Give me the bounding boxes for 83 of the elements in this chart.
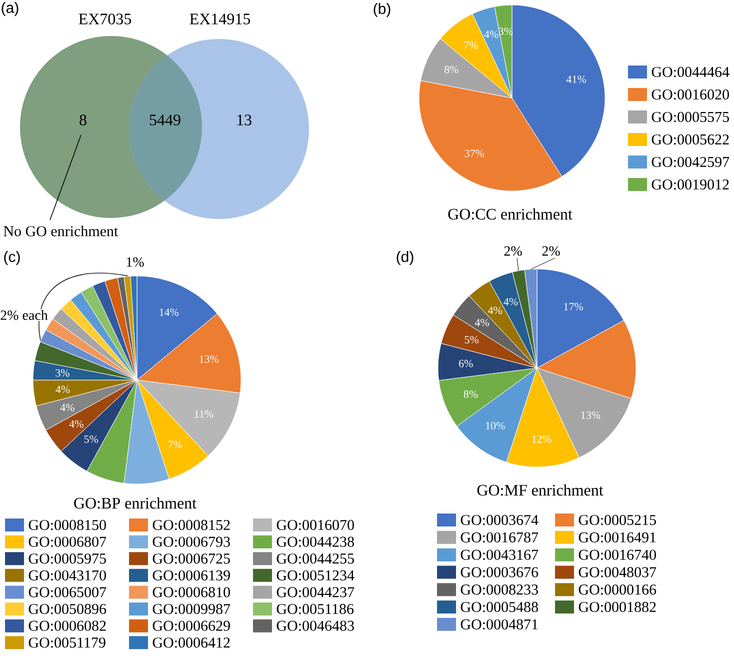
text: 1% bbox=[126, 257, 144, 267]
legend-label: GO:0042597 bbox=[652, 156, 730, 168]
legend-label: GO:0051234 bbox=[276, 570, 354, 581]
data-label: 11% bbox=[194, 410, 214, 418]
data-label: 5% bbox=[84, 435, 98, 443]
legend-label: GO:0051179 bbox=[28, 638, 106, 648]
data-label: 4% bbox=[488, 306, 502, 314]
legend-label: GO:0006082 bbox=[28, 620, 106, 631]
text: GO:MF enrichment bbox=[477, 484, 604, 496]
text: EX14915 bbox=[190, 14, 250, 24]
data-label: 13 bbox=[237, 114, 252, 126]
legend-label: GO:0043170 bbox=[28, 570, 106, 581]
legend-label: GO:0005975 bbox=[28, 554, 106, 564]
data-label: 4% bbox=[474, 318, 490, 326]
legend-label: GO:0044237 bbox=[276, 587, 354, 598]
legend-label: GO:0008152 bbox=[152, 520, 230, 530]
legend-label: GO:0000166 bbox=[578, 584, 656, 595]
data-label: 4% bbox=[484, 30, 498, 38]
text: (d) bbox=[396, 251, 414, 266]
legend-label: GO:0006725 bbox=[152, 554, 230, 564]
data-label: 10% bbox=[486, 422, 505, 430]
text: GO:BP enrichment bbox=[74, 497, 196, 509]
legend-label: GO:0050896 bbox=[28, 604, 106, 614]
text: 2% each bbox=[0, 310, 48, 320]
legend-label: GO:0006412 bbox=[152, 638, 230, 648]
data-label: 2% bbox=[504, 246, 522, 256]
data-label: 14% bbox=[160, 308, 179, 316]
legend-label: GO:0008233 bbox=[460, 584, 538, 595]
data-label: 5449 bbox=[150, 114, 180, 126]
legend-label: GO:0019012 bbox=[652, 179, 729, 190]
legend-label: GO:0048037 bbox=[578, 567, 656, 578]
legend-label: GO:0006629 bbox=[152, 620, 230, 631]
legend-label: GO:0044255 bbox=[276, 554, 354, 564]
data-label: 37% bbox=[464, 150, 484, 158]
text: (c) bbox=[4, 251, 20, 266]
data-label: 41% bbox=[566, 76, 586, 84]
legend-label: GO:0003674 bbox=[460, 514, 538, 526]
data-label: 4% bbox=[69, 420, 84, 428]
legend-label: GO:0044464 bbox=[652, 66, 730, 78]
data-label: 2% bbox=[542, 246, 560, 256]
data-label: 6% bbox=[459, 360, 473, 368]
legend-label: GO:0001882 bbox=[578, 602, 656, 612]
data-label: 3% bbox=[56, 369, 70, 377]
legend-label: GO:0005488 bbox=[460, 602, 538, 612]
data-label: 5% bbox=[464, 336, 479, 344]
text: (b) bbox=[374, 3, 390, 17]
text: EX7035 bbox=[78, 14, 132, 24]
legend-label: GO:0051186 bbox=[276, 604, 354, 614]
data-label: 7% bbox=[464, 41, 478, 49]
legend-label: GO:0008150 bbox=[28, 520, 106, 530]
data-label: 8 bbox=[80, 114, 86, 126]
data-label: 4% bbox=[504, 298, 518, 306]
text: (a) bbox=[2, 2, 18, 16]
legend-label: GO:0003676 bbox=[460, 567, 538, 578]
text: No GO enrichment bbox=[4, 226, 118, 236]
legend-label: GO:0065007 bbox=[28, 587, 106, 598]
legend-label: GO:0009987 bbox=[152, 604, 230, 614]
data-label: 4% bbox=[60, 404, 74, 412]
data-label: 4% bbox=[56, 386, 70, 394]
legend-label: GO:0005622 bbox=[652, 134, 729, 145]
legend-label: GO:0016740 bbox=[578, 550, 656, 560]
legend-label: GO:0005575 bbox=[652, 112, 729, 122]
legend-label: GO:0006807 bbox=[28, 536, 106, 547]
legend-label: GO:0016020 bbox=[652, 89, 729, 100]
legend-label: GO:0004871 bbox=[460, 619, 538, 630]
text: GO:CC enrichment bbox=[448, 208, 572, 220]
data-label: 13% bbox=[581, 411, 600, 419]
data-label: 7% bbox=[168, 440, 182, 448]
legend-label: GO:0005215 bbox=[578, 514, 656, 526]
legend-label: GO:0043167 bbox=[460, 550, 538, 560]
legend-label: GO:0006793 bbox=[152, 536, 230, 547]
data-label: 8% bbox=[444, 66, 458, 74]
data-label: 13% bbox=[200, 355, 219, 363]
legend-label: GO:0046483 bbox=[276, 620, 354, 631]
data-label: 12% bbox=[532, 435, 552, 443]
legend-label: GO:0044238 bbox=[276, 536, 354, 547]
data-label: 17% bbox=[564, 302, 583, 310]
legend-label: GO:0016491 bbox=[578, 532, 656, 543]
legend-label: GO:0016070 bbox=[276, 520, 354, 530]
legend-label: GO:0006139 bbox=[152, 570, 230, 581]
data-label: 8% bbox=[464, 390, 478, 398]
legend-label: GO:0006810 bbox=[152, 587, 230, 598]
legend-label: GO:0016787 bbox=[460, 532, 538, 543]
